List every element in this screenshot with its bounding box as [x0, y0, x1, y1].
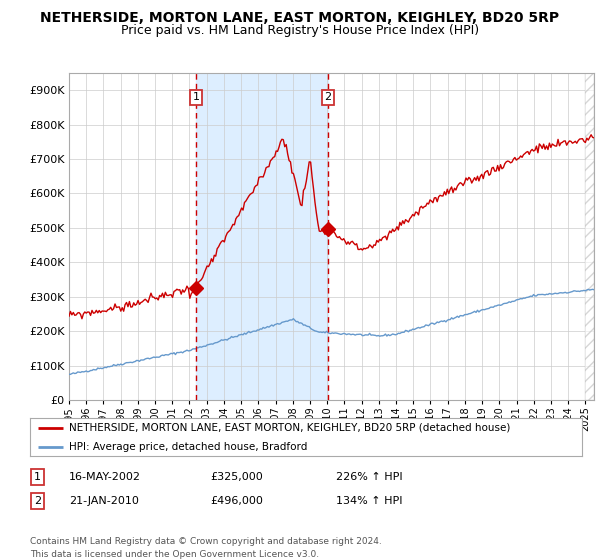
- Text: £496,000: £496,000: [210, 496, 263, 506]
- Text: HPI: Average price, detached house, Bradford: HPI: Average price, detached house, Brad…: [68, 442, 307, 452]
- Bar: [586, 73, 594, 400]
- Text: 1: 1: [193, 92, 199, 102]
- Text: 16-MAY-2002: 16-MAY-2002: [69, 472, 141, 482]
- Text: 21-JAN-2010: 21-JAN-2010: [69, 496, 139, 506]
- Text: Price paid vs. HM Land Registry's House Price Index (HPI): Price paid vs. HM Land Registry's House …: [121, 24, 479, 36]
- Text: £325,000: £325,000: [210, 472, 263, 482]
- Text: NETHERSIDE, MORTON LANE, EAST MORTON, KEIGHLEY, BD20 5RP (detached house): NETHERSIDE, MORTON LANE, EAST MORTON, KE…: [68, 423, 510, 433]
- Text: 1: 1: [34, 472, 41, 482]
- Bar: [196, 73, 328, 400]
- Text: Contains HM Land Registry data © Crown copyright and database right 2024.
This d: Contains HM Land Registry data © Crown c…: [30, 538, 382, 559]
- Text: 2: 2: [34, 496, 41, 506]
- Text: 2: 2: [325, 92, 332, 102]
- Text: 226% ↑ HPI: 226% ↑ HPI: [336, 472, 403, 482]
- Text: NETHERSIDE, MORTON LANE, EAST MORTON, KEIGHLEY, BD20 5RP: NETHERSIDE, MORTON LANE, EAST MORTON, KE…: [40, 11, 560, 25]
- Text: 134% ↑ HPI: 134% ↑ HPI: [336, 496, 403, 506]
